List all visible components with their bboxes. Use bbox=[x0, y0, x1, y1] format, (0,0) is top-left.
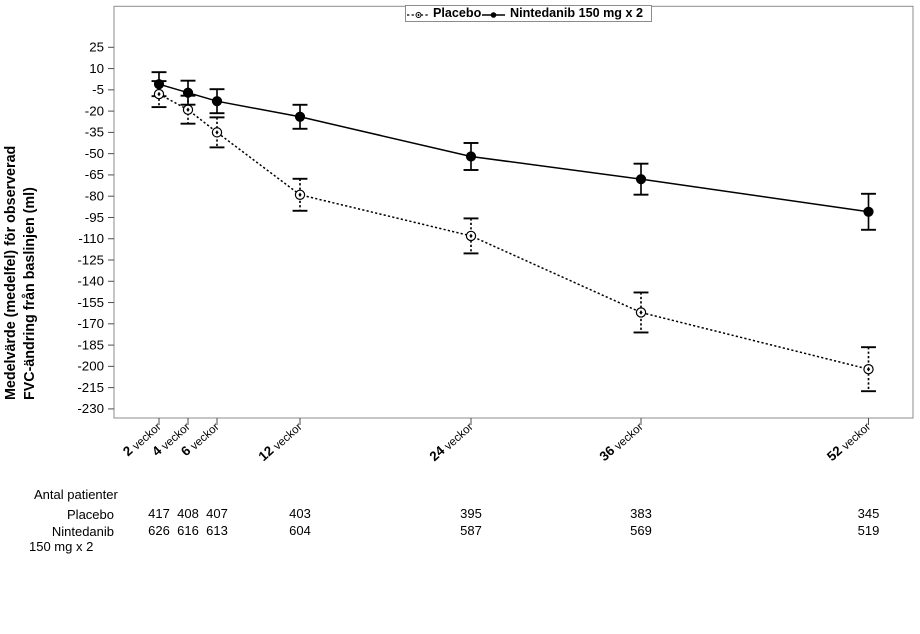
svg-text:-80: -80 bbox=[85, 188, 104, 203]
svg-text:36 veckor: 36 veckor bbox=[596, 418, 645, 465]
svg-text:24 veckor: 24 veckor bbox=[426, 418, 475, 465]
svg-text:-50: -50 bbox=[85, 146, 104, 161]
svg-text:12 veckor: 12 veckor bbox=[255, 418, 304, 465]
svg-text:-65: -65 bbox=[85, 167, 104, 182]
svg-text:10: 10 bbox=[89, 61, 104, 76]
svg-text:-170: -170 bbox=[77, 316, 104, 331]
svg-text:-215: -215 bbox=[77, 380, 104, 395]
svg-text:52 veckor: 52 veckor bbox=[824, 418, 873, 465]
svg-text:-20: -20 bbox=[85, 103, 104, 118]
svg-text:-155: -155 bbox=[77, 295, 104, 310]
svg-text:-230: -230 bbox=[77, 401, 104, 416]
svg-text:-95: -95 bbox=[85, 210, 104, 225]
svg-text:-5: -5 bbox=[92, 82, 104, 97]
svg-text:-125: -125 bbox=[77, 252, 104, 267]
svg-text:-110: -110 bbox=[78, 231, 104, 246]
svg-text:-185: -185 bbox=[77, 337, 104, 352]
svg-text:25: 25 bbox=[89, 40, 104, 55]
svg-text:-200: -200 bbox=[77, 359, 104, 374]
svg-text:-35: -35 bbox=[85, 125, 104, 140]
svg-text:-140: -140 bbox=[77, 274, 104, 289]
